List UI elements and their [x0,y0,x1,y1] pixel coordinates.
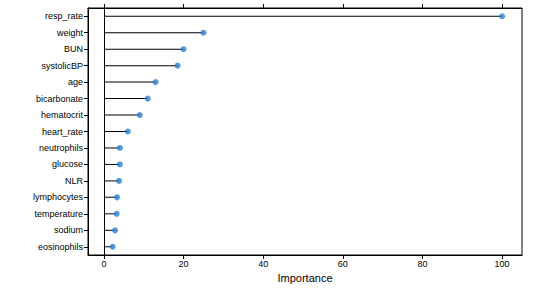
svg-text:40: 40 [258,259,268,269]
svg-text:80: 80 [417,259,427,269]
svg-text:0: 0 [101,259,106,269]
svg-text:systolicBP: systolicBP [41,61,83,71]
svg-text:BUN: BUN [64,44,83,54]
svg-text:bicarbonate: bicarbonate [36,94,83,104]
svg-text:NLR: NLR [65,176,84,186]
svg-text:glucose: glucose [52,159,83,169]
svg-text:Importance: Importance [277,272,332,284]
svg-text:heart_rate: heart_rate [42,127,83,137]
svg-text:lymphocytes: lymphocytes [33,192,84,202]
svg-text:resp_rate: resp_rate [45,11,83,21]
svg-text:weight: weight [56,28,84,38]
svg-text:hematocrit: hematocrit [41,110,84,120]
svg-text:age: age [68,77,83,87]
svg-text:60: 60 [338,259,348,269]
svg-text:20: 20 [179,259,189,269]
svg-text:temperature: temperature [34,209,83,219]
svg-text:neutrophils: neutrophils [39,143,84,153]
svg-text:eosinophils: eosinophils [38,242,84,252]
svg-text:100: 100 [495,259,510,269]
svg-text:sodium: sodium [54,225,83,235]
